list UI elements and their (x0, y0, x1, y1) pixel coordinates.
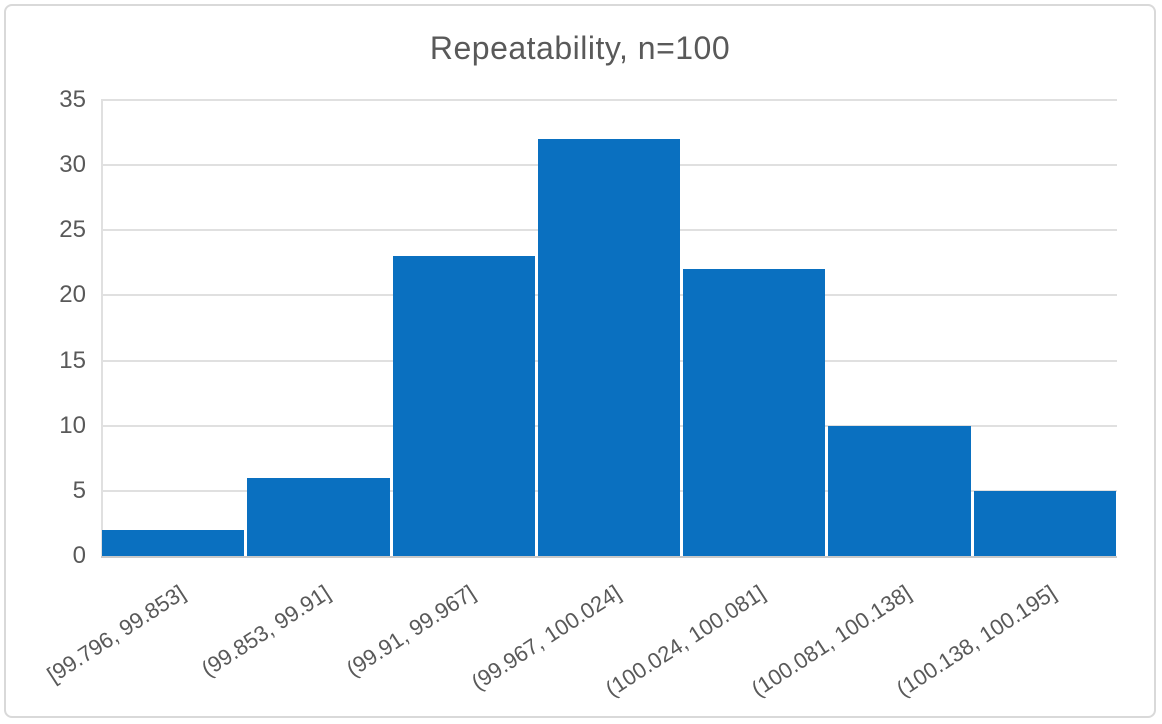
histogram-bar[interactable] (683, 269, 826, 556)
y-tick-label: 10 (59, 411, 86, 439)
histogram-bar[interactable] (247, 477, 390, 556)
chart-title: Repeatability, n=100 (429, 30, 731, 66)
bar-series (102, 100, 1116, 556)
x-tick-label: (99.853, 99.91] (196, 580, 335, 682)
y-axis-line (101, 100, 103, 556)
y-tick-label: 30 (59, 151, 86, 179)
gridline-y-35 (101, 99, 1117, 101)
x-tick-label: (100.081, 100.138] (746, 580, 915, 702)
y-tick-label: 15 (59, 346, 86, 374)
x-tick-label: (99.967, 100.024] (466, 580, 625, 695)
histogram-bar[interactable] (392, 256, 535, 556)
histogram-bar[interactable] (102, 529, 245, 556)
x-axis-line (101, 556, 1117, 558)
histogram-bar[interactable] (973, 490, 1116, 556)
x-tick-label: [99.796, 99.853] (42, 580, 190, 688)
y-tick-label: 35 (59, 86, 86, 113)
x-tick-label: (100.138, 100.195] (891, 580, 1061, 702)
chart-area[interactable]: Repeatability, n=100 0 5 10 15 20 25 30 35 [99.… (4, 4, 1156, 718)
x-tick-label: (99.91, 99.967] (341, 580, 480, 682)
histogram-bar[interactable] (537, 139, 681, 556)
y-tick-label: 25 (59, 216, 86, 244)
y-tick-label: 20 (59, 281, 86, 309)
plot-area (101, 99, 1117, 558)
x-tick-label: (100.024, 100.081] (601, 580, 770, 702)
y-tick-label: 5 (72, 476, 86, 504)
y-tick-label: 0 (72, 542, 86, 569)
histogram-bar[interactable] (828, 425, 971, 556)
